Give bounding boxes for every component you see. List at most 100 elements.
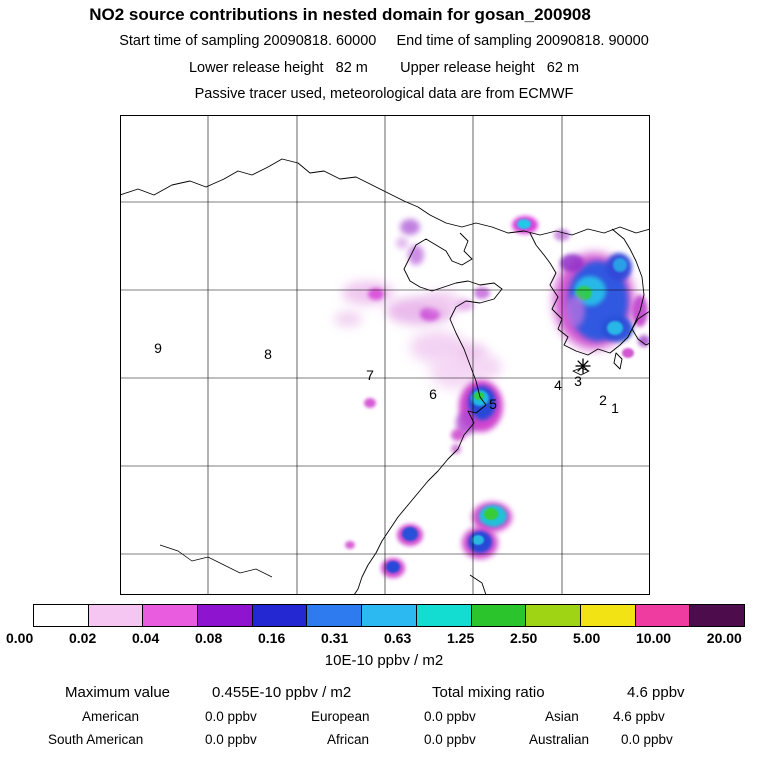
colorbar-cell — [470, 605, 526, 626]
region-number-5: 5 — [489, 396, 497, 412]
colorbar-cell — [306, 605, 362, 626]
maximum-value: 0.455E-10 ppbv / m2 — [212, 684, 352, 701]
concentration-hotspot — [396, 237, 408, 249]
colorbar-tick: 1.25 — [447, 630, 475, 646]
colorbar-tick: 0.08 — [195, 630, 223, 646]
colorbar-tick: 5.00 — [573, 630, 601, 646]
colorbar-cell — [142, 605, 198, 626]
concentration-blobs — [334, 216, 650, 578]
concentration-hotspot — [345, 541, 355, 549]
concentration-hotspot — [420, 307, 440, 321]
concentration-hotspot — [560, 254, 584, 272]
concentration-hotspot — [565, 295, 585, 327]
stat-african-value: 0.0 ppbv — [424, 732, 476, 747]
colorbar-cell — [34, 605, 88, 626]
concentration-hotspot — [386, 561, 400, 573]
concentration-hotspot — [342, 281, 394, 305]
colorbar-cell — [579, 605, 635, 626]
concentration-hotspot — [517, 219, 531, 229]
concentration-hotspot — [451, 444, 461, 454]
colorbar-cell — [197, 605, 252, 626]
colorbar — [33, 604, 745, 627]
asterisk-ray — [577, 360, 589, 372]
colorbar-tick: 2.50 — [510, 630, 538, 646]
concentration-hotspot — [474, 392, 484, 400]
colorbar-tick: 0.00 — [6, 630, 34, 646]
concentration-hotspot — [474, 287, 490, 299]
concentration-hotspot — [472, 535, 484, 545]
china-coast-path — [353, 232, 503, 595]
concentration-hotspot — [607, 321, 623, 335]
jeju-island-path — [572, 367, 590, 376]
maximum-value-label: Maximum value — [65, 684, 171, 701]
colorbar-tick: 0.04 — [132, 630, 160, 646]
region-number-3: 3 — [574, 373, 582, 389]
colorbar-tick: 0.31 — [321, 630, 349, 646]
concentration-hotspot — [402, 527, 418, 541]
stat-european-label: European — [311, 709, 370, 724]
region-number-4: 4 — [554, 377, 562, 393]
stat-american-value: 0.0 ppbv — [205, 709, 257, 724]
concentration-hotspot — [451, 429, 465, 441]
colorbar-tick-labels: 0.00 0.02 0.04 0.08 0.16 0.31 0.63 1.25 2.50 5.00… — [6, 630, 742, 646]
tsushima-island-path — [613, 352, 623, 370]
colorbar-cell — [634, 605, 690, 626]
concentration-hotspot — [408, 245, 424, 265]
sampling-times-line: Start time of sampling 20090818. 60000 E… — [119, 33, 649, 49]
concentration-hotspot — [400, 219, 420, 235]
stat-european-value: 0.0 ppbv — [424, 709, 476, 724]
region-number-9: 9 — [154, 340, 162, 356]
colorbar-tick: 0.63 — [384, 630, 412, 646]
region-number-6: 6 — [429, 386, 437, 402]
total-mixing-ratio-label: Total mixing ratio — [432, 684, 545, 701]
map-border — [120, 115, 650, 595]
concentration-hotspot — [576, 286, 592, 300]
taiwan-path — [469, 574, 487, 595]
stat-american-label: American — [82, 709, 140, 724]
region-number-2: 2 — [599, 392, 607, 408]
colorbar-cell — [361, 605, 416, 626]
northern-border-path — [120, 158, 650, 236]
colorbar-cell — [415, 605, 471, 626]
tracer-info-line: Passive tracer used, meteorological data… — [194, 86, 574, 102]
korea-coast-path — [529, 228, 645, 356]
receptor-asterisk-marker — [575, 358, 591, 374]
concentration-hotspot — [368, 288, 384, 300]
inland-border-path — [159, 544, 273, 578]
japan-edge-path — [631, 310, 650, 346]
concentration-hotspot — [424, 291, 460, 311]
region-number-7: 7 — [366, 367, 374, 383]
stat-south-american-value: 0.0 ppbv — [205, 732, 257, 747]
colorbar-cell — [689, 605, 744, 626]
map-graticule — [120, 115, 650, 595]
concentration-hotspot — [474, 355, 502, 379]
stat-african-label: African — [327, 732, 370, 747]
release-heights-line: Lower release height 82 m Upper release … — [188, 60, 580, 76]
colorbar-tick: 0.16 — [258, 630, 286, 646]
colorbar-cell — [251, 605, 307, 626]
colorbar-tick: 0.02 — [69, 630, 97, 646]
page-title: NO2 source contributions in nested domai… — [89, 5, 591, 24]
colorbar-cell — [525, 605, 580, 626]
total-mixing-ratio-value: 4.6 ppbv — [627, 684, 685, 701]
stat-australian-value: 0.0 ppbv — [621, 732, 673, 747]
concentration-hotspot — [613, 258, 627, 272]
region-number-1: 1 — [611, 400, 619, 416]
stat-south-american-label: South American — [48, 732, 144, 747]
stat-australian-label: Australian — [529, 732, 590, 747]
concentration-hotspot — [334, 311, 362, 327]
colorbar-tick: 20.00 — [706, 630, 742, 646]
colorbar-tick: 10.00 — [636, 630, 672, 646]
concentration-hotspot — [484, 508, 498, 520]
concentration-hotspot — [364, 398, 376, 408]
concentration-hotspot — [622, 348, 634, 358]
concentration-hotspot — [638, 335, 650, 347]
colorbar-unit-label: 10E-10 ppbv / m2 — [324, 652, 444, 669]
coastlines — [120, 158, 650, 595]
stat-asian-value: 4.6 ppbv — [613, 709, 665, 724]
stat-asian-label: Asian — [545, 709, 579, 724]
